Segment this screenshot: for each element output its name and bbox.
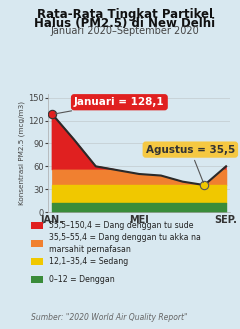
Text: 12,1–35,4 = Sedang: 12,1–35,4 = Sedang bbox=[49, 257, 128, 266]
Text: 0–12 = Denggan: 0–12 = Denggan bbox=[49, 275, 114, 284]
Text: 55,5–150,4 = Dang denggan tu sude: 55,5–150,4 = Dang denggan tu sude bbox=[49, 221, 193, 230]
Text: Halus (PM2.5) di New Delhi: Halus (PM2.5) di New Delhi bbox=[34, 17, 215, 30]
Text: 35,5–55,4 = Dang denggan tu akka na
marsahit pernafasan: 35,5–55,4 = Dang denggan tu akka na mars… bbox=[49, 233, 201, 254]
Text: Rata-Rata Tingkat Partikel: Rata-Rata Tingkat Partikel bbox=[37, 8, 213, 21]
Text: Sumber: "2020 World Air Quality Report": Sumber: "2020 World Air Quality Report" bbox=[31, 313, 188, 322]
Y-axis label: Konsentrasi PM2.5 (mcg/m3): Konsentrasi PM2.5 (mcg/m3) bbox=[19, 101, 25, 205]
Text: Januari 2020–September 2020: Januari 2020–September 2020 bbox=[50, 26, 199, 36]
Text: Agustus = 35,5: Agustus = 35,5 bbox=[146, 145, 235, 183]
Text: Januari = 128,1: Januari = 128,1 bbox=[55, 97, 165, 114]
